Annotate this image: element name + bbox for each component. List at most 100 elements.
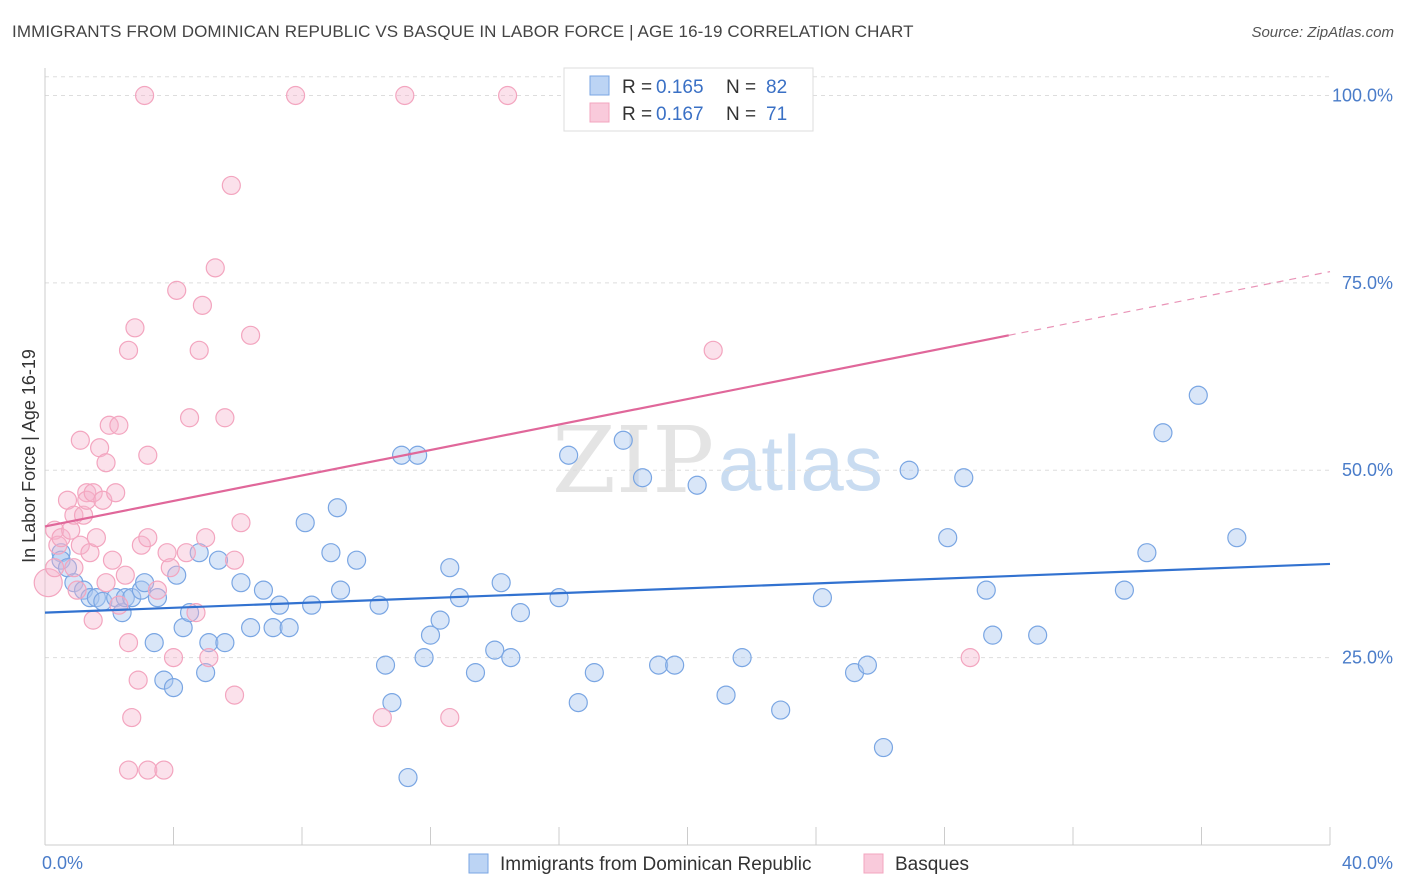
basques-point-34: [128, 670, 148, 690]
dominican-point-64: [732, 648, 752, 668]
dominican-point-59: [632, 468, 653, 488]
dominican-point-76: [1114, 580, 1135, 600]
basques-point-25: [106, 483, 126, 503]
legend-n-label-basques: N =: [726, 104, 756, 125]
dominican-point-37: [347, 550, 367, 570]
dominican-point-16: [154, 670, 174, 690]
dominican-point-29: [263, 618, 283, 638]
legend-swatch-dominican: [589, 75, 610, 96]
basques-point-60: [285, 85, 306, 106]
basques-trend-line: [44, 334, 1009, 528]
basques-point-49: [189, 340, 209, 360]
dominican-point-30: [269, 595, 290, 615]
legend-n-value-dominican: 82: [766, 77, 787, 98]
basques-point-45: [167, 280, 187, 300]
basques-point-10: [70, 535, 90, 555]
dominican-point-28: [253, 580, 274, 600]
series-basques-points: [33, 85, 980, 780]
basques-point-14: [77, 490, 97, 510]
y-tick-label-100: 100.0%: [1332, 85, 1393, 105]
dominican-point-50: [485, 640, 505, 660]
dominican-point-52: [501, 648, 521, 668]
watermark-atlas: atlas: [718, 419, 883, 507]
dominican-point-31: [279, 618, 299, 638]
legend-r-value-dominican: 0.165: [656, 77, 704, 98]
basques-point-35: [131, 535, 151, 555]
dominican-point-43: [408, 445, 428, 465]
dominican-point-71: [938, 528, 958, 548]
basques-point-56: [224, 685, 245, 705]
dominican-point-27: [241, 618, 261, 638]
basques-point-66: [960, 648, 980, 668]
basques-point-61: [372, 707, 392, 728]
basques-point-57: [224, 550, 245, 570]
dominican-point-75: [1028, 625, 1048, 645]
legend-r-value-basques: 0.167: [656, 104, 704, 125]
basques-point-55: [221, 175, 241, 196]
dominican-point-23: [199, 633, 219, 653]
basques-point-31: [118, 340, 139, 360]
basques-point-41: [154, 760, 174, 780]
basques-point-46: [176, 543, 196, 563]
basques-point-59: [241, 325, 261, 345]
dominican-trend-line: [44, 562, 1331, 614]
dominican-point-73: [976, 580, 996, 600]
dominican-point-44: [414, 648, 434, 668]
basques-point-39: [138, 760, 158, 780]
basques-point-4: [51, 528, 71, 548]
legend-box: R = 0.165 N = 82 R = 0.167 N = 71: [563, 67, 814, 132]
dominican-point-56: [568, 692, 588, 713]
basques-point-47: [179, 408, 200, 428]
basques-point-58: [231, 513, 251, 533]
y-tick-label-50: 50.0%: [1342, 460, 1393, 480]
legend-n-label-dominican: N =: [726, 77, 756, 98]
basques-point-50: [192, 295, 213, 315]
basques-point-30: [118, 760, 139, 780]
basques-point-18: [86, 528, 107, 548]
basques-point-36: [134, 85, 155, 106]
dominican-point-39: [375, 655, 396, 675]
basques-trend-extension: [1008, 271, 1331, 336]
dominican-point-45: [420, 625, 441, 645]
dominican-point-54: [549, 588, 569, 608]
basques-point-21: [96, 573, 116, 593]
dominican-point-18: [167, 565, 187, 585]
dominican-point-79: [1188, 385, 1208, 405]
dominican-point-51: [491, 573, 511, 593]
bottom-legend-swatch-basques: [863, 853, 884, 874]
basques-point-23: [99, 415, 119, 435]
source-label: Source: ZipAtlas.com: [1251, 24, 1394, 41]
x-ticks: [44, 827, 1331, 845]
dominican-point-15: [147, 588, 168, 608]
basques-point-13: [77, 483, 97, 503]
basques-point-37: [138, 528, 158, 548]
basques-point-27: [109, 415, 129, 435]
dominican-point-77: [1137, 543, 1157, 563]
dominican-point-72: [954, 468, 974, 488]
dominican-point-58: [613, 430, 633, 450]
dominican-point-53: [510, 603, 531, 623]
bottom-legend-swatch-dominican: [468, 853, 489, 874]
dominican-point-65: [771, 700, 791, 720]
basques-point-17: [83, 483, 103, 503]
basques-point-65: [703, 340, 723, 360]
dominican-point-74: [983, 625, 1003, 645]
bottom-legend: Immigrants from Dominican Republic Basqu…: [468, 853, 969, 875]
basques-point-0: [33, 568, 63, 598]
dominican-point-80: [1227, 528, 1247, 548]
basques-point-9: [67, 580, 87, 600]
dominican-point-24: [208, 550, 229, 570]
dominican-point-32: [295, 513, 315, 533]
y-axis-label: In Labor Force | Age 16-19: [19, 349, 39, 563]
dominican-point-57: [584, 663, 604, 683]
x-tick-label-max: 40.0%: [1342, 853, 1393, 873]
dominican-point-42: [398, 767, 418, 788]
dominican-point-40: [382, 692, 402, 713]
dominican-point-17: [163, 677, 184, 698]
basques-point-33: [125, 318, 145, 338]
bottom-legend-label-dominican: Immigrants from Dominican Republic: [500, 854, 812, 875]
basques-point-24: [102, 550, 123, 570]
trend-lines: [44, 271, 1331, 614]
basques-point-1: [45, 558, 65, 578]
